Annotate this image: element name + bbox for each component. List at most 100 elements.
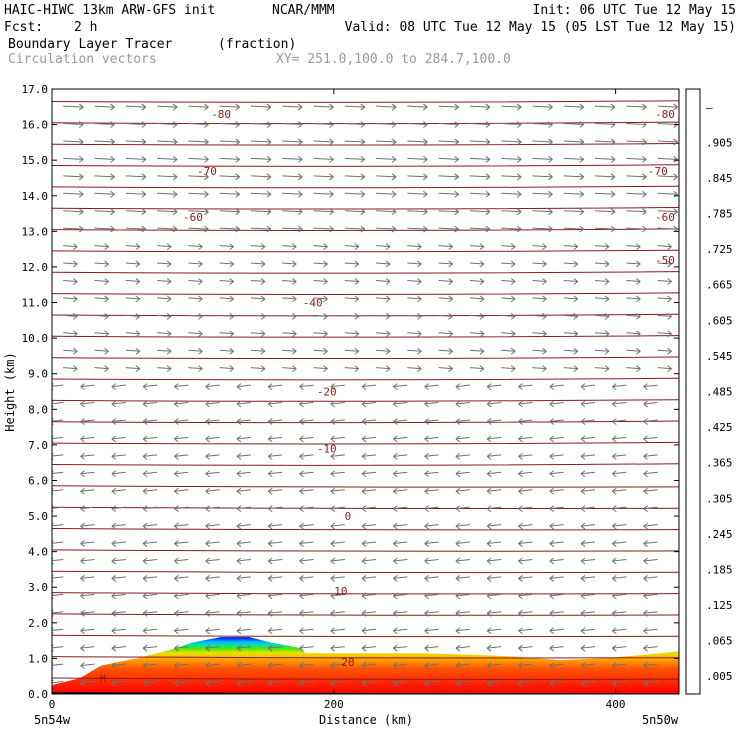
vector-arrow bbox=[518, 505, 533, 513]
vector-arrow bbox=[250, 121, 272, 128]
y-tick-label: 6.0 bbox=[28, 474, 48, 487]
contour-line bbox=[52, 100, 679, 103]
vector-arrow bbox=[236, 557, 252, 565]
vector-arrow bbox=[236, 400, 252, 408]
vector-arrow bbox=[501, 155, 522, 163]
vector-arrow bbox=[580, 627, 596, 635]
vector-arrow bbox=[282, 121, 303, 128]
vector-arrow bbox=[393, 418, 408, 425]
vector-arrow bbox=[643, 557, 658, 565]
contour-line bbox=[52, 528, 679, 531]
vector-arrow bbox=[174, 644, 189, 652]
vector-arrow bbox=[594, 173, 616, 181]
vector-arrow bbox=[236, 609, 252, 617]
vector-arrow bbox=[125, 347, 141, 355]
vector-arrow bbox=[125, 260, 141, 268]
vector-arrow bbox=[188, 330, 203, 338]
vector-arrow bbox=[63, 225, 84, 233]
vector-arrow bbox=[361, 505, 377, 513]
vector-arrow bbox=[594, 312, 610, 320]
vector-arrow bbox=[563, 243, 579, 250]
vector-arrow bbox=[469, 138, 491, 146]
vector-arrow bbox=[657, 278, 672, 285]
vector-arrow bbox=[52, 609, 64, 617]
vector-arrow bbox=[549, 575, 564, 582]
vector-arrow bbox=[219, 225, 240, 233]
contour-line bbox=[52, 570, 679, 574]
vector-arrow bbox=[486, 575, 502, 582]
vector-arrow bbox=[612, 557, 627, 565]
vector-arrow bbox=[250, 103, 272, 111]
vector-arrow bbox=[52, 383, 64, 390]
vector-arrow bbox=[376, 243, 391, 250]
vector-arrow bbox=[344, 138, 366, 146]
vector-arrow bbox=[236, 522, 252, 530]
vector-arrow bbox=[501, 225, 522, 233]
vector-arrow bbox=[250, 155, 272, 163]
x-axis: 0 200 400 bbox=[49, 89, 626, 711]
colorbar-label: .545 bbox=[706, 350, 733, 363]
vector-arrow bbox=[299, 592, 314, 600]
contour-line bbox=[52, 592, 679, 595]
vector-arrow bbox=[549, 644, 564, 652]
vector-arrow bbox=[267, 383, 283, 390]
vector-arrow bbox=[580, 575, 596, 582]
vector-arrow bbox=[80, 400, 95, 408]
vector-arrow bbox=[438, 190, 459, 198]
vector-arrow bbox=[80, 662, 95, 670]
vector-arrow bbox=[111, 435, 126, 443]
vector-arrow bbox=[282, 173, 303, 181]
vector-arrow bbox=[376, 312, 391, 320]
vector-arrow bbox=[438, 138, 459, 146]
vector-arrow bbox=[205, 575, 220, 582]
vector-arrow bbox=[94, 138, 115, 146]
vector-arrow bbox=[63, 121, 84, 128]
vector-arrow bbox=[111, 383, 126, 390]
vector-arrow bbox=[63, 365, 78, 373]
colorbar-label: .905 bbox=[706, 136, 733, 149]
vector-arrow bbox=[219, 173, 240, 181]
contour-line bbox=[52, 143, 679, 146]
y-tick-label: 2.0 bbox=[28, 617, 48, 630]
header-title: HAIC-HIWC 13km ARW-GFS init bbox=[4, 3, 215, 18]
vector-arrow bbox=[236, 662, 252, 670]
vector-arrow bbox=[125, 155, 147, 163]
vector-arrow bbox=[111, 679, 126, 687]
vector-arrow bbox=[344, 260, 360, 268]
vector-arrow bbox=[63, 330, 78, 338]
vector-arrow bbox=[438, 103, 459, 111]
vector-arrow bbox=[626, 278, 641, 285]
vector-arrow bbox=[438, 330, 453, 338]
vector-arrow bbox=[563, 121, 585, 128]
y-axis: 0.0 1.0 2.0 3.0 4.0 5.0 6.0 7.0 8.0 9.0 10.0 11.0 12… bbox=[22, 83, 679, 701]
vector-arrow bbox=[501, 173, 522, 181]
y-tick-label: 5.0 bbox=[28, 510, 48, 523]
vector-arrow bbox=[563, 103, 585, 111]
vector-arrow bbox=[580, 400, 596, 408]
vector-arrow bbox=[563, 278, 579, 285]
vector-arrow bbox=[518, 540, 533, 547]
vector-arrow bbox=[157, 365, 172, 373]
vector-arrow bbox=[344, 243, 360, 250]
vector-arrow bbox=[518, 418, 533, 425]
vector-arrow bbox=[580, 644, 596, 652]
vector-arrow bbox=[549, 452, 564, 460]
contour-line bbox=[52, 656, 679, 659]
contour-line bbox=[52, 249, 679, 253]
vector-arrow bbox=[267, 505, 283, 513]
vector-arrow bbox=[282, 190, 303, 198]
vector-arrow bbox=[94, 121, 115, 128]
vector-arrow bbox=[299, 452, 314, 460]
vector-arrow bbox=[236, 505, 252, 513]
vector-arrow bbox=[612, 522, 627, 530]
vector-arrow bbox=[344, 103, 366, 111]
vector-arrow bbox=[532, 278, 547, 285]
vector-arrow bbox=[407, 138, 428, 146]
vector-arrow bbox=[438, 225, 459, 233]
vector-arrow bbox=[219, 295, 234, 303]
x-tick-label: 400 bbox=[606, 698, 626, 711]
vector-arrow bbox=[424, 452, 439, 460]
vector-arrow bbox=[393, 575, 408, 582]
vector-arrow bbox=[626, 103, 647, 111]
contour-label: -70 bbox=[648, 165, 668, 178]
